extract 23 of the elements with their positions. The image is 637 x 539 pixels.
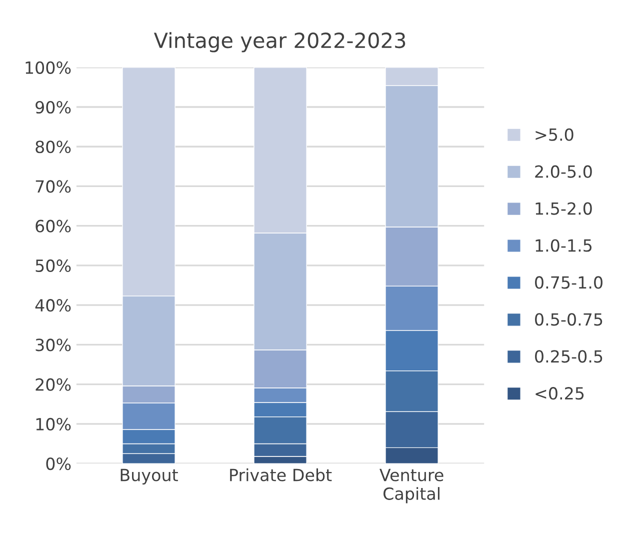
legend-label: >5.0 <box>536 128 574 141</box>
legend-label: 0.75-1.0 <box>535 276 602 289</box>
y-tick-label: 60% <box>36 220 71 232</box>
x-tick-label: Private Debt <box>230 468 332 482</box>
y-tick-label: 100% <box>26 61 71 74</box>
y-tick-label: 50% <box>36 259 71 272</box>
x-tick-label: Venture Capital <box>380 468 444 504</box>
y-tick-label: 70% <box>36 180 71 193</box>
y-tick-label: 0% <box>46 458 71 470</box>
chart-title: Vintage year 2022-2023 <box>154 32 406 52</box>
y-tick-label: 30% <box>36 338 71 352</box>
legend-label: 0.25-0.5 <box>535 350 602 363</box>
legend-label: 2.0-5.0 <box>535 165 592 178</box>
legend-label: 1.5-2.0 <box>536 202 592 215</box>
y-tick-label: 80% <box>36 140 71 154</box>
y-tick-label: 90% <box>36 100 71 114</box>
y-tick-label: 40% <box>35 299 71 312</box>
y-tick-label: 20% <box>36 378 71 391</box>
y-tick-label: 10% <box>36 418 71 430</box>
x-tick-label: Buyout <box>120 468 178 485</box>
legend-label: 1.0-1.5 <box>536 239 592 252</box>
legend-label: <0.25 <box>536 387 584 400</box>
legend-label: 0.5-0.75 <box>535 313 602 326</box>
